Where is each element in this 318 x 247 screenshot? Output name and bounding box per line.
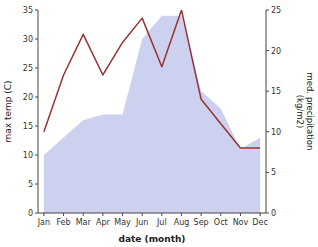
- x-tick-label: Nov: [233, 218, 249, 227]
- x-tick-label: May: [114, 218, 131, 227]
- y-tick: [35, 155, 38, 156]
- y2-tick: [266, 172, 269, 173]
- y2-axis-label-line: (kg/m2): [295, 95, 305, 129]
- x-tick-label: Jan: [37, 218, 50, 227]
- x-tick: [83, 213, 84, 216]
- y-tick-label: 0: [28, 209, 33, 218]
- y-tick: [35, 126, 38, 127]
- x-tick-label: Oct: [214, 218, 228, 227]
- x-tick: [43, 213, 44, 216]
- x-tick-label: Aug: [174, 218, 190, 227]
- line: [44, 10, 260, 148]
- x-tick: [181, 213, 182, 216]
- x-tick: [201, 213, 202, 216]
- x-tick: [122, 213, 123, 216]
- x-tick: [260, 213, 261, 216]
- x-tick-label: Sep: [194, 218, 209, 227]
- x-axis-line: [38, 213, 266, 214]
- y2-tick: [266, 10, 269, 11]
- x-tick-label: Mar: [76, 218, 92, 227]
- y2-tick-label: 10: [271, 128, 281, 137]
- y2-tick-label: 15: [271, 87, 281, 96]
- y2-axis-line: [266, 10, 267, 213]
- y2-tick: [266, 50, 269, 51]
- y-tick-label: 30: [23, 35, 33, 44]
- y-axis-label: max temp (C): [3, 80, 13, 142]
- plot-area: [44, 10, 260, 213]
- y-tick-label: 5: [28, 180, 33, 189]
- y2-axis-label-line: med. precipitation: [305, 73, 315, 151]
- x-tick: [63, 213, 64, 216]
- y2-axis-label: med. precipitation(kg/m2): [295, 73, 316, 151]
- x-tick: [161, 213, 162, 216]
- y-tick: [35, 213, 38, 214]
- y-tick: [35, 68, 38, 69]
- x-tick: [240, 213, 241, 216]
- y2-tick-label: 5: [271, 168, 276, 177]
- x-tick: [102, 213, 103, 216]
- x-tick-label: Jul: [156, 218, 167, 227]
- y-tick-label: 25: [23, 64, 33, 73]
- x-tick-label: Jun: [135, 218, 149, 227]
- area: [44, 16, 260, 213]
- x-tick: [142, 213, 143, 216]
- x-tick-label: Feb: [56, 218, 70, 227]
- y2-tick: [266, 91, 269, 92]
- y-tick: [35, 184, 38, 185]
- y2-tick-label: 20: [271, 47, 281, 56]
- y2-tick: [266, 213, 269, 214]
- x-tick-label: Dec: [252, 218, 267, 227]
- y2-tick-label: 25: [271, 6, 281, 15]
- y-tick: [35, 10, 38, 11]
- x-axis-label: date (month): [119, 234, 186, 244]
- chart: Jan Feb Mar AprMay Jun Jul Aug Sep Oct NovDec 0 5 10…: [0, 0, 318, 247]
- y-tick-label: 35: [23, 6, 33, 15]
- y2-tick-label: 0: [271, 209, 276, 218]
- y-tick: [35, 97, 38, 98]
- x-tick: [220, 213, 221, 216]
- y-tick: [35, 39, 38, 40]
- y-tick-label: 15: [23, 122, 33, 131]
- y-tick-label: 20: [23, 93, 33, 102]
- y-axis-line: [38, 10, 39, 213]
- chart-container: Jan Feb Mar AprMay Jun Jul Aug Sep Oct NovDec 0 5 10…: [0, 0, 318, 247]
- y2-tick: [266, 131, 269, 132]
- x-tick-label: Apr: [96, 218, 111, 227]
- y-tick-label: 10: [23, 151, 33, 160]
